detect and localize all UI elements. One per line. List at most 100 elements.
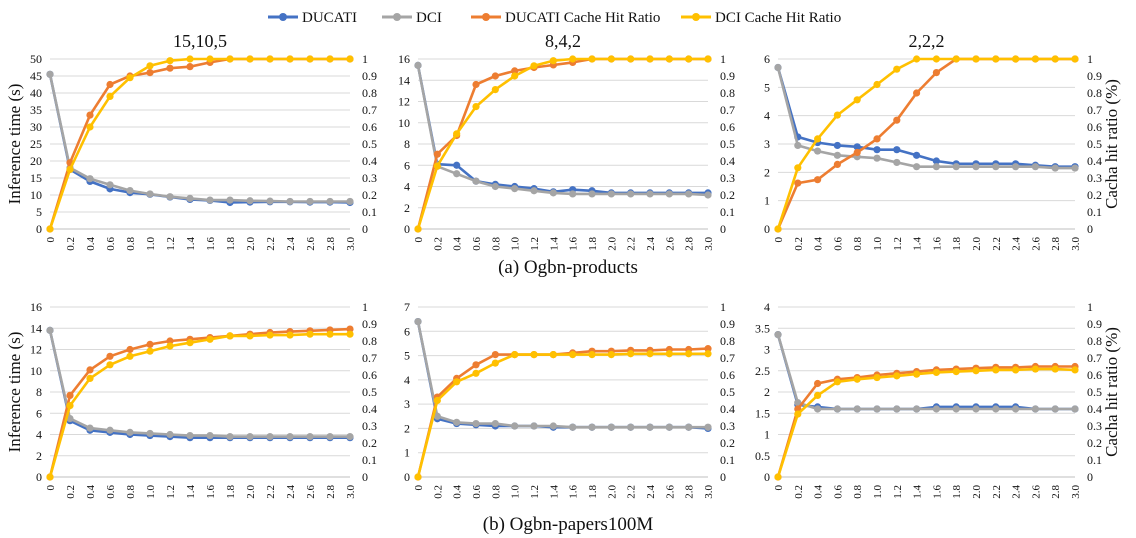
x-tick-label: 0.2 (793, 237, 805, 251)
x-tick-label: 1.2 (165, 237, 177, 251)
y2-tick-label: 0.7 (720, 351, 735, 365)
series-line-dci (416, 321, 708, 429)
x-tick-label: 1.2 (529, 237, 541, 251)
point-dci-cache-hit-ratio (646, 55, 654, 63)
series-line-dci-cache-hit-ratio (776, 57, 1075, 230)
point-dci (146, 190, 154, 198)
x-tick-label: 0 (413, 237, 425, 243)
x-tick-label: 1.4 (912, 237, 924, 251)
y2-tick-label: 0.2 (362, 188, 377, 202)
point-dci-cache-hit-ratio (414, 225, 422, 233)
y2-tick-label: 0.7 (1087, 351, 1102, 365)
y-tick-label: 4 (404, 180, 410, 194)
x-tick-label: 2.4 (645, 485, 657, 499)
point-dci (166, 430, 174, 439)
x-tick-label: 2.8 (1050, 237, 1062, 251)
point-dci (972, 163, 980, 171)
y-tick-label: 50 (30, 52, 42, 66)
point-dci-cache-hit-ratio (46, 473, 54, 481)
point-dci (1051, 405, 1059, 413)
y2-tick-label: 0.5 (1087, 137, 1102, 151)
point-dci (511, 422, 519, 430)
y-tick-label: 12 (30, 343, 42, 357)
point-dci (1071, 164, 1079, 172)
x-tick-label: 0.8 (490, 485, 502, 499)
y2-tick-label: 0.4 (1087, 154, 1102, 168)
x-tick-label: 0.2 (65, 485, 77, 499)
point-dci-cache-hit-ratio (166, 57, 174, 65)
x-tick-label: 1.6 (568, 237, 580, 251)
x-tick-label: 2.6 (1030, 485, 1042, 499)
y-tick-label: 8 (36, 385, 42, 399)
point-dci-cache-hit-ratio (833, 378, 842, 386)
point-dci-cache-hit-ratio (952, 368, 960, 376)
point-dci-cache-hit-ratio (266, 55, 274, 63)
point-dci (607, 190, 615, 198)
point-ducati-cache-hit-ratio (833, 160, 842, 168)
y2-tick-label: 0.3 (1087, 419, 1102, 433)
point-dci-cache-hit-ratio (530, 62, 538, 70)
point-dci (472, 177, 480, 185)
y-tick-label: 1 (764, 428, 770, 442)
y2-tick-label: 0 (720, 470, 726, 484)
point-dci-cache-hit-ratio (186, 55, 194, 63)
y-tick-label: 5 (764, 80, 770, 94)
point-dci (414, 61, 422, 69)
point-dci-cache-hit-ratio (549, 57, 557, 65)
point-dci (1012, 405, 1020, 413)
point-dci-cache-hit-ratio (106, 92, 114, 100)
point-dci (627, 423, 635, 431)
y-tick-label: 0 (404, 222, 410, 236)
x-tick-label: 0.4 (85, 237, 97, 251)
point-dci-cache-hit-ratio (972, 367, 980, 375)
y-axis-title: Inference time (s) (5, 84, 24, 205)
point-ducati-cache-hit-ratio (146, 340, 154, 348)
panel-3: 0 1 2 3 4 5 6 0 0.1 0.2 0.3 0.4 0.5 0.6 0.7 0.8 0.9 1 0 0.2… (764, 31, 1121, 251)
y2-tick-label: 0.8 (720, 86, 735, 100)
point-dci-cache-hit-ratio (246, 332, 254, 340)
x-tick-label: 1.0 (145, 237, 157, 251)
point-ducati-cache-hit-ratio (511, 67, 519, 75)
x-tick-label: 2.0 (971, 485, 983, 499)
y-tick-label: 10 (398, 116, 410, 130)
point-dci-cache-hit-ratio (530, 351, 538, 359)
point-dci (665, 423, 673, 431)
point-dci-cache-hit-ratio (146, 62, 154, 70)
series-line-dci (776, 67, 1075, 170)
y2-tick-label: 0.1 (1087, 453, 1102, 467)
point-dci-cache-hit-ratio (126, 352, 134, 360)
point-dci-cache-hit-ratio (646, 350, 654, 358)
y-axis-title: Inference time (s) (5, 332, 24, 453)
point-ducati-cache-hit-ratio (932, 69, 941, 77)
point-dci-cache-hit-ratio (952, 55, 960, 63)
point-dci-cache-hit-ratio (86, 123, 94, 131)
point-dci (246, 197, 254, 205)
point-dci (853, 405, 861, 413)
point-ducati-cache-hit-ratio (166, 337, 174, 345)
point-dci-cache-hit-ratio (992, 366, 1000, 374)
point-dci (873, 405, 881, 413)
legend-marker-dci-cache-hit-ratio (692, 13, 700, 21)
point-dci (206, 431, 214, 440)
y-tick-label: 4 (764, 109, 770, 123)
y-tick-label: 0 (404, 470, 410, 484)
point-dci-cache-hit-ratio (186, 339, 194, 347)
point-dci (266, 433, 274, 441)
point-ducati-cache-hit-ratio (126, 345, 134, 354)
x-tick-label: 0.4 (813, 485, 825, 499)
point-dci-cache-hit-ratio (126, 74, 134, 82)
y2-tick-label: 1 (362, 52, 368, 66)
y-tick-label: 6 (404, 158, 410, 172)
x-tick-label: 1.4 (185, 237, 197, 251)
x-tick-label: 1.8 (587, 485, 599, 499)
panel-2: 024681012141600.10.20.30.40.50.60.70.80.… (398, 31, 735, 251)
point-dci (326, 197, 334, 206)
point-dci (106, 426, 114, 434)
y2-tick-label: 0.9 (720, 317, 735, 331)
x-tick-label: 0.6 (105, 485, 117, 499)
y2-tick-label: 0.7 (1087, 103, 1102, 117)
point-dci (588, 190, 596, 198)
y2-tick-label: 0.6 (1087, 120, 1102, 134)
x-tick-label: 1.6 (205, 485, 217, 499)
y-tick-label: 3.5 (755, 321, 770, 335)
